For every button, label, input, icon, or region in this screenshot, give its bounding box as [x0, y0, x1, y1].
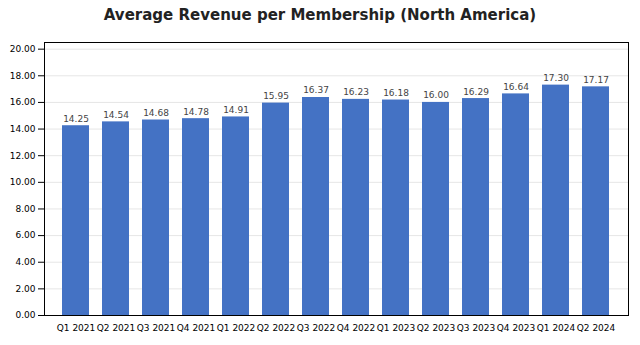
svg-text:16.29: 16.29 — [463, 87, 489, 97]
svg-text:Q4 2021: Q4 2021 — [177, 323, 216, 333]
svg-text:Q3 2023: Q3 2023 — [457, 323, 496, 333]
svg-text:Q1 2024: Q1 2024 — [537, 323, 576, 333]
svg-text:16.37: 16.37 — [303, 85, 329, 95]
svg-text:14.68: 14.68 — [143, 108, 169, 118]
svg-text:6.00: 6.00 — [15, 230, 35, 240]
svg-text:Q2 2023: Q2 2023 — [417, 323, 456, 333]
svg-text:16.64: 16.64 — [503, 82, 529, 92]
svg-text:16.00: 16.00 — [423, 90, 449, 100]
svg-text:0.00: 0.00 — [15, 310, 35, 320]
svg-text:Q3 2021: Q3 2021 — [137, 323, 176, 333]
svg-text:17.17: 17.17 — [583, 75, 609, 85]
svg-text:14.78: 14.78 — [183, 107, 209, 117]
svg-text:18.00: 18.00 — [10, 71, 36, 81]
svg-text:Q2 2024: Q2 2024 — [577, 323, 616, 333]
svg-text:15.95: 15.95 — [263, 91, 289, 101]
svg-text:Q2 2022: Q2 2022 — [257, 323, 296, 333]
svg-text:Q4 2023: Q4 2023 — [497, 323, 536, 333]
svg-text:10.00: 10.00 — [10, 177, 36, 187]
svg-text:Q1 2023: Q1 2023 — [377, 323, 416, 333]
svg-text:16.23: 16.23 — [343, 87, 369, 97]
svg-text:16.18: 16.18 — [383, 88, 409, 98]
svg-text:Q2 2021: Q2 2021 — [97, 323, 136, 333]
svg-text:16.00: 16.00 — [10, 97, 36, 107]
svg-text:8.00: 8.00 — [15, 204, 35, 214]
html-text:Average Revenue per Membership: Average Revenue per Membership (North Am… — [103, 6, 537, 24]
svg-text:14.91: 14.91 — [223, 105, 249, 115]
svg-text:Q1 2021: Q1 2021 — [57, 323, 96, 333]
svg-text:20.00: 20.00 — [10, 44, 36, 54]
svg-text:Q4 2022: Q4 2022 — [337, 323, 376, 333]
svg-text:Q1 2022: Q1 2022 — [217, 323, 256, 333]
svg-text:14.00: 14.00 — [10, 124, 36, 134]
svg-text:17.30: 17.30 — [543, 73, 569, 83]
svg-text:2.00: 2.00 — [15, 284, 35, 294]
svg-text:14.54: 14.54 — [103, 110, 129, 120]
svg-text:12.00: 12.00 — [10, 151, 36, 161]
svg-text:4.00: 4.00 — [15, 257, 35, 267]
svg-text:Q3 2022: Q3 2022 — [297, 323, 336, 333]
svg-text:14.25: 14.25 — [63, 114, 89, 124]
